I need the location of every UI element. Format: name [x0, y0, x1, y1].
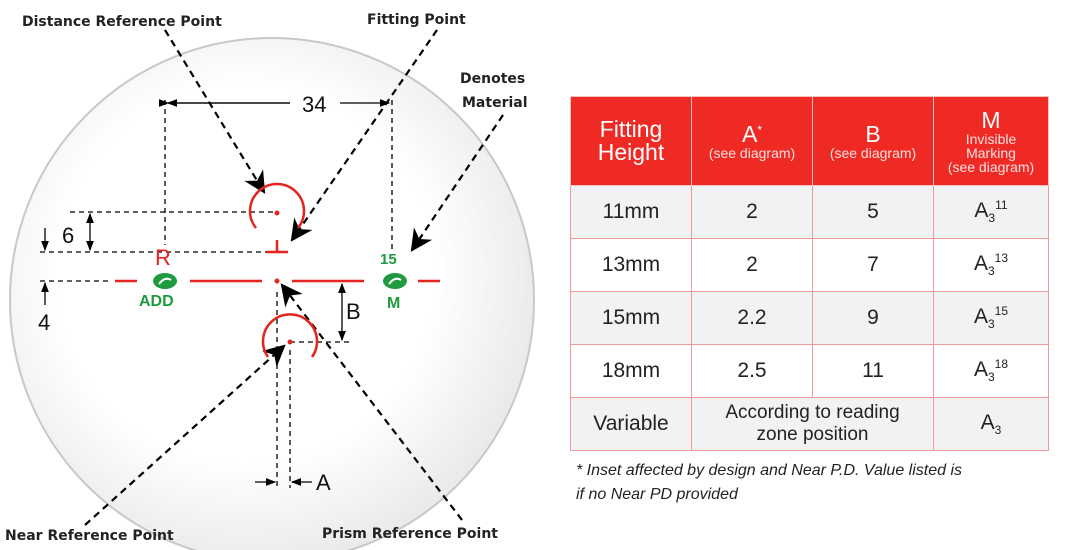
near-ref-circle: [261, 313, 319, 358]
header-m: M Invisible Marking (see diagram): [933, 96, 1049, 186]
table-row: 11mm 2 5 A311: [570, 185, 1049, 239]
header-b: B (see diagram): [812, 96, 934, 186]
dim-34: 34: [302, 92, 326, 117]
dim-6: 6: [62, 223, 74, 248]
m-mark: M: [387, 295, 400, 312]
label-material: Material: [462, 95, 528, 111]
distance-ref-circle: [248, 182, 306, 229]
s-logo-icon: [383, 273, 407, 289]
header-a: A* (see diagram): [691, 96, 813, 186]
table-row: 13mm 2 7 A313: [570, 238, 1049, 292]
dim-a: A: [316, 470, 331, 495]
table-row: 18mm 2.5 11 A318: [570, 344, 1049, 398]
fitting-table: Fitting Height A* (see diagram) B (see diag…: [570, 96, 1049, 451]
dim-b: B: [346, 299, 361, 324]
table-row-variable: Variable According to reading zone positio…: [570, 397, 1049, 451]
footnote: * Inset affected by design and Near P.D.…: [576, 462, 963, 503]
dim-4: 4: [38, 310, 50, 335]
material-number: 15: [380, 251, 397, 268]
lens-outline: [9, 37, 535, 550]
label-prism-ref: Prism Reference Point: [322, 526, 498, 542]
label-denotes: Denotes: [460, 71, 525, 87]
add-mark: ADD: [139, 293, 174, 310]
header-fitting-height: Fitting Height: [570, 96, 692, 186]
label-near-ref: Near Reference Point: [5, 528, 174, 544]
s-logo-icon: [153, 273, 177, 289]
label-distance-ref: Distance Reference Point: [22, 14, 222, 30]
r-mark: R: [155, 245, 171, 270]
lens-diagram: R ADD 15 M 34 6 4 B A Distance Reference…: [5, 12, 535, 550]
table-row: 15mm 2.2 9 A315: [570, 291, 1049, 345]
label-fitting-point: Fitting Point: [367, 12, 466, 28]
